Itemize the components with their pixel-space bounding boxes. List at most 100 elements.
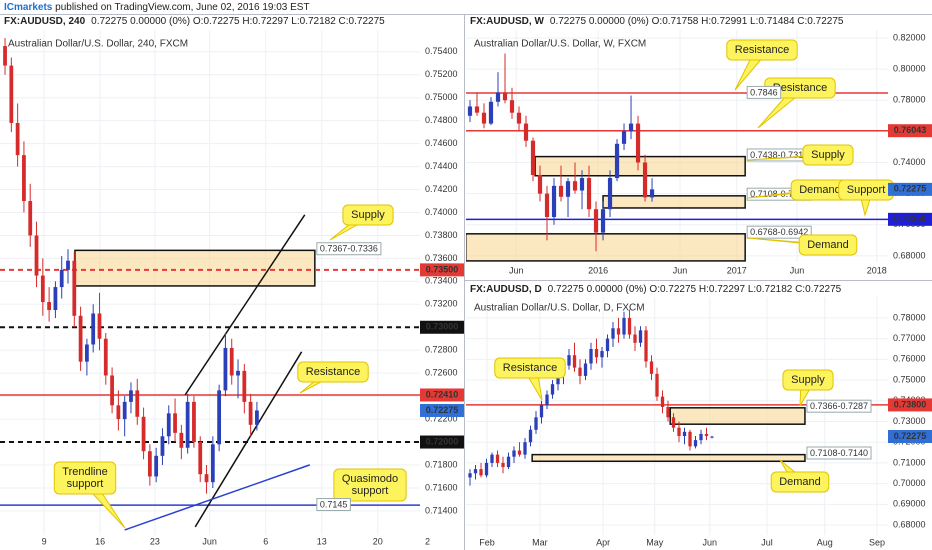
candle-body [509, 100, 515, 113]
callout-text: Supply [811, 149, 845, 161]
candle-body [544, 193, 550, 218]
candle-body [638, 330, 643, 343]
x-tick-label: 6 [263, 536, 268, 546]
y-tick-label: 0.76000 [893, 354, 926, 364]
quote-line: FX:AUDUSD, D 0.72275 0.00000 (0%) O:0.722… [470, 284, 842, 295]
candle-body [633, 334, 637, 343]
chart-title: Australian Dollar/U.S. Dollar, 240, FXCM [8, 39, 188, 50]
y-tick-label: 0.73800 [425, 230, 458, 240]
y-tick-label: 0.75200 [425, 69, 458, 79]
price-tag-label: 0.72000 [426, 436, 459, 446]
chart-title: Australian Dollar/U.S. Dollar, W, FXCM [474, 39, 646, 50]
callout-text: Trendline [62, 466, 107, 478]
candle-body [223, 347, 228, 391]
level-label-box [316, 498, 351, 512]
price-tag [420, 263, 464, 277]
y-tick-label: 0.69000 [893, 499, 926, 509]
y-tick-label: 0.68000 [893, 250, 926, 260]
candle-body [147, 451, 152, 477]
price-tag [420, 435, 464, 449]
plot-area [0, 30, 420, 535]
callout: Demand [747, 234, 858, 256]
candle-body [116, 405, 121, 420]
x-tick-label: 13 [317, 536, 327, 546]
callout-box [333, 468, 407, 502]
candle-body [484, 462, 489, 476]
price-tag [888, 182, 932, 196]
symbol: FX:AUDUSD, W [470, 16, 544, 27]
level-label: 0.7846 [750, 87, 778, 97]
candle-body [481, 112, 487, 124]
candle-body [91, 313, 96, 345]
candle-body [550, 384, 555, 395]
candle-body [229, 347, 234, 376]
callout-text: Demand [779, 476, 821, 488]
callout-text: Supply [351, 209, 385, 221]
zone-label: 0.7438-0.7315 [750, 150, 808, 160]
y-tick-label: 0.75400 [425, 46, 458, 56]
candle-body [682, 431, 687, 436]
candle-body [600, 351, 604, 358]
zone-label-box [806, 399, 872, 413]
candle-body [621, 131, 627, 144]
candle-body [103, 338, 108, 376]
price-tag-label: 0.70350 [894, 214, 927, 224]
chart-title: Australian Dollar/U.S. Dollar, D, FXCM [474, 303, 645, 314]
callout-text: Support [847, 184, 886, 196]
callout-box [494, 357, 566, 379]
callout: Supply [329, 204, 394, 241]
candle-body [704, 433, 709, 436]
price-tag-label: 0.72275 [894, 184, 927, 194]
x-tick-label: May [646, 537, 664, 547]
callout: Resistance [726, 39, 798, 91]
level-label-box [746, 85, 782, 99]
callout: Supply [747, 144, 854, 166]
callout-box [297, 361, 369, 383]
zone [531, 453, 806, 463]
y-tick-label: 0.71600 [425, 482, 458, 492]
candle-body [9, 65, 14, 123]
candle-body [154, 455, 159, 477]
candle-body [129, 390, 133, 402]
candle-body [565, 181, 571, 197]
x-tick-label: 9 [42, 536, 47, 546]
y-tick-label: 0.70000 [893, 478, 926, 488]
candle-body [605, 338, 610, 352]
y-tick-label: 0.72800 [425, 345, 458, 355]
zone [669, 407, 806, 425]
candle-body [66, 260, 70, 270]
candle-body [589, 348, 593, 364]
candle-body [677, 427, 681, 436]
zone-label: 0.6768-0.6942 [750, 227, 808, 237]
trendline [184, 214, 306, 396]
price-tag-label: 0.73800 [894, 399, 927, 409]
callout-box [342, 204, 394, 226]
callout: Resistance [757, 77, 836, 129]
candle-body [578, 367, 582, 376]
candle-body [217, 390, 222, 445]
callout-box [798, 234, 858, 256]
candle-body [572, 355, 577, 368]
y-tick-label: 0.74200 [425, 184, 458, 194]
price-tag [888, 398, 932, 412]
callout-text: Quasimodo [342, 473, 398, 485]
y-tick-label: 0.74400 [425, 161, 458, 171]
price-tag-label: 0.76043 [894, 125, 927, 135]
candle-body [78, 315, 83, 362]
price-tag [420, 320, 464, 334]
plot-area [466, 297, 888, 535]
candle-body [501, 462, 505, 468]
y-tick-label: 0.73200 [425, 299, 458, 309]
candle-body [15, 122, 20, 156]
candle-body [660, 396, 665, 407]
candle-body [248, 401, 253, 425]
y-tick-label: 0.74600 [425, 138, 458, 148]
candle-body [85, 344, 89, 362]
zone [602, 195, 746, 209]
callout-box [770, 471, 830, 493]
brand: ICmarkets [4, 2, 53, 13]
y-tick-label: 0.74800 [425, 115, 458, 125]
candle-body [97, 313, 102, 339]
y-tick-label: 0.71400 [425, 505, 458, 515]
